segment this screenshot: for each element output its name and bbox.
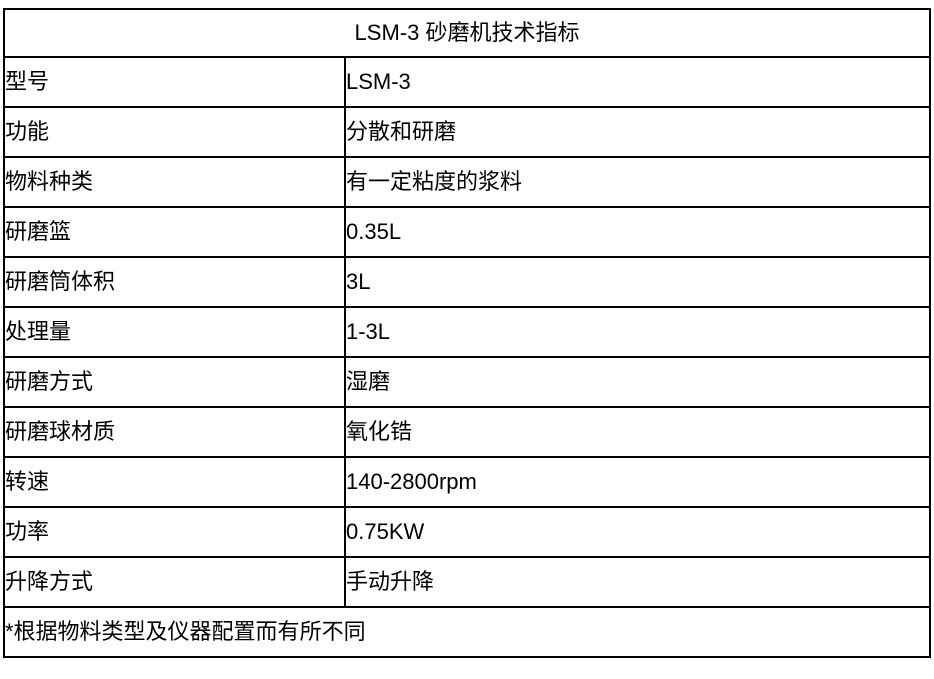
- table-title-row: LSM-3 砂磨机技术指标: [3, 8, 931, 58]
- spec-label: 研磨篮: [3, 206, 346, 258]
- spec-value: 氧化锆: [344, 406, 931, 458]
- spec-label: 处理量: [3, 306, 346, 358]
- spec-table-body: 型号 LSM-3 功能 分散和研磨 物料种类 有一定粘度的浆料 研磨篮 0.35L 研磨筒体积 3…: [3, 56, 931, 608]
- table-row: 研磨篮 0.35L: [3, 206, 931, 258]
- spec-label: 功能: [3, 106, 346, 158]
- table-row: 研磨球材质 氧化锆: [3, 406, 931, 458]
- spec-label: 型号: [3, 56, 346, 108]
- table-row: 型号 LSM-3: [3, 56, 931, 108]
- table-row: 升降方式 手动升降: [3, 556, 931, 608]
- spec-label: 研磨球材质: [3, 406, 346, 458]
- table-footnote: *根据物料类型及仪器配置而有所不同: [3, 606, 931, 658]
- spec-label: 物料种类: [3, 156, 346, 208]
- table-row: 功能 分散和研磨: [3, 106, 931, 158]
- table-row: 研磨筒体积 3L: [3, 256, 931, 308]
- spec-label: 研磨筒体积: [3, 256, 346, 308]
- table-footnote-row: *根据物料类型及仪器配置而有所不同: [3, 606, 931, 658]
- table-row: 研磨方式 湿磨: [3, 356, 931, 408]
- spec-value: LSM-3: [344, 56, 931, 108]
- table-title: LSM-3 砂磨机技术指标: [3, 8, 931, 58]
- spec-value: 手动升降: [344, 556, 931, 608]
- table-row: 功率 0.75KW: [3, 506, 931, 558]
- table-row: 处理量 1-3L: [3, 306, 931, 358]
- spec-table: LSM-3 砂磨机技术指标 型号 LSM-3 功能 分散和研磨 物料种类 有一定粘度的浆料…: [3, 8, 931, 658]
- spec-label: 研磨方式: [3, 356, 346, 408]
- spec-value: 0.75KW: [344, 506, 931, 558]
- spec-value: 3L: [344, 256, 931, 308]
- spec-value: 0.35L: [344, 206, 931, 258]
- spec-value: 分散和研磨: [344, 106, 931, 158]
- spec-label: 功率: [3, 506, 346, 558]
- spec-label: 升降方式: [3, 556, 346, 608]
- spec-value: 有一定粘度的浆料: [344, 156, 931, 208]
- spec-value: 1-3L: [344, 306, 931, 358]
- page: LSM-3 砂磨机技术指标 型号 LSM-3 功能 分散和研磨 物料种类 有一定粘度的浆料…: [3, 8, 931, 658]
- spec-value: 140-2800rpm: [344, 456, 931, 508]
- spec-label: 转速: [3, 456, 346, 508]
- spec-value: 湿磨: [344, 356, 931, 408]
- table-row: 物料种类 有一定粘度的浆料: [3, 156, 931, 208]
- table-row: 转速 140-2800rpm: [3, 456, 931, 508]
